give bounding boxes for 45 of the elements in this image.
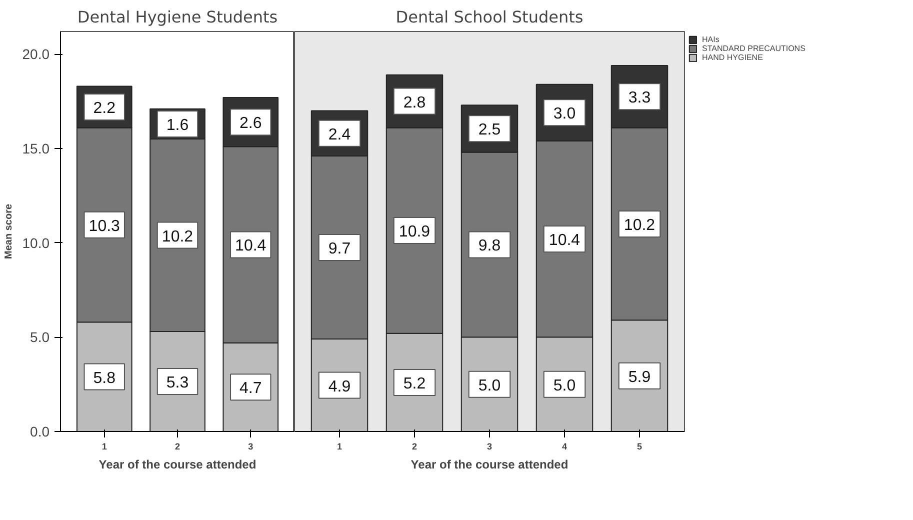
- data-label: 5.2: [403, 375, 426, 392]
- data-label: 3.0: [553, 106, 576, 123]
- data-label: 4.7: [240, 380, 262, 398]
- data-label: 2.8: [403, 94, 426, 112]
- legend-label: HAND HYGIENE: [702, 53, 763, 62]
- y-tick-label: 10.0: [22, 234, 50, 251]
- data-label: 10.2: [624, 216, 656, 234]
- y-tick-label: 20.0: [22, 46, 50, 62]
- data-label: 4.9: [328, 378, 351, 396]
- legend-label: HAIs: [702, 35, 720, 44]
- data-label: 5.9: [628, 368, 651, 386]
- data-label: 9.7: [328, 240, 351, 258]
- data-label: 2.5: [478, 122, 501, 139]
- chart-title: Dental School Students: [396, 8, 584, 26]
- data-label: 1.6: [166, 116, 189, 134]
- data-label: 5.0: [478, 377, 501, 394]
- data-label: 10.9: [398, 224, 430, 241]
- data-label: 2.2: [93, 100, 116, 117]
- y-axis-title: Mean score: [3, 204, 14, 260]
- chart-title: Dental Hygiene Students: [77, 8, 278, 26]
- x-axis-title: Year of the course attended: [410, 458, 568, 472]
- x-tick-label: 4: [562, 442, 568, 452]
- data-label: 3.3: [628, 90, 651, 107]
- data-label: 10.4: [548, 232, 580, 250]
- x-tick-label: 2: [174, 442, 180, 452]
- data-label: 2.6: [240, 115, 262, 132]
- data-label: 5.3: [166, 374, 189, 392]
- x-tick-label: 5: [636, 442, 642, 452]
- legend-label: STANDARD PRECAUTIONS: [702, 44, 806, 53]
- data-label: 9.8: [478, 238, 501, 255]
- data-label: 10.2: [162, 228, 194, 246]
- y-tick-label: 0.0: [30, 424, 50, 440]
- x-tick-label: 1: [102, 442, 107, 452]
- x-tick-label: 2: [412, 442, 418, 452]
- data-label: 5.0: [553, 377, 576, 394]
- x-tick-label: 1: [336, 442, 342, 452]
- data-label: 10.3: [88, 218, 120, 235]
- data-label: 10.4: [235, 238, 266, 255]
- x-tick-label: 3: [486, 442, 492, 452]
- x-axis-title: Year of the course attended: [98, 458, 256, 472]
- data-label: 5.8: [93, 370, 116, 387]
- data-label: 2.4: [328, 126, 351, 144]
- y-tick-label: 15.0: [22, 140, 50, 156]
- y-tick-label: 5.0: [30, 329, 50, 346]
- x-tick-label: 3: [248, 442, 254, 452]
